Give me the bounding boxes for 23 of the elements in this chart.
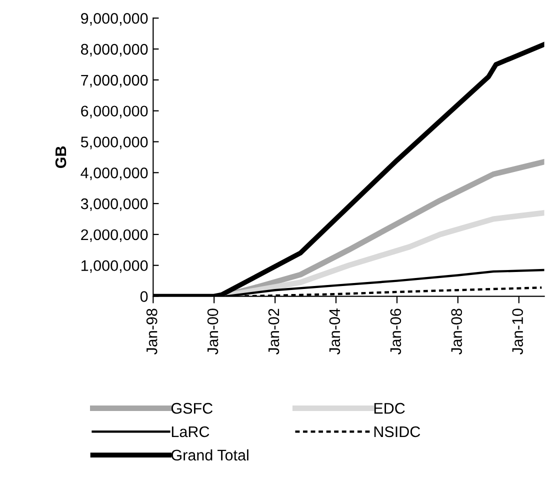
x-tick-label: Jan-06 [390,308,402,355]
legend-label: NSIDC [374,426,420,438]
y-tick-label: 8,000,000 [81,44,148,57]
y-axis-title: GB [55,146,66,168]
x-tick-label: Jan-04 [329,308,340,355]
x-tick-label: Jan-02 [268,308,280,355]
y-tick-label: 1,000,000 [82,260,148,273]
legend-label: Grand Total [171,449,248,461]
y-tick-label: 0 [140,291,148,302]
y-tick-label: 3,000,000 [80,198,148,212]
y-tick-label: 4,000,000 [80,168,148,180]
x-tick-label: Jan-00 [207,308,218,355]
y-tick-label: 6,000,000 [81,106,148,118]
y-tick-label: 9,000,000 [81,12,148,26]
legend-label: EDC [374,402,405,414]
x-tick-label: Jan-10 [512,308,523,355]
legend-label: LaRC [172,426,210,438]
y-tick-label: 2,000,000 [81,229,148,242]
x-tick-label: Jan-08 [451,308,462,355]
x-tick-label: Jan-98 [146,308,158,355]
legend-label: GSFC [171,402,213,414]
y-tick-label: 7,000,000 [81,74,148,88]
y-tick-label: 5,000,000 [80,136,148,150]
